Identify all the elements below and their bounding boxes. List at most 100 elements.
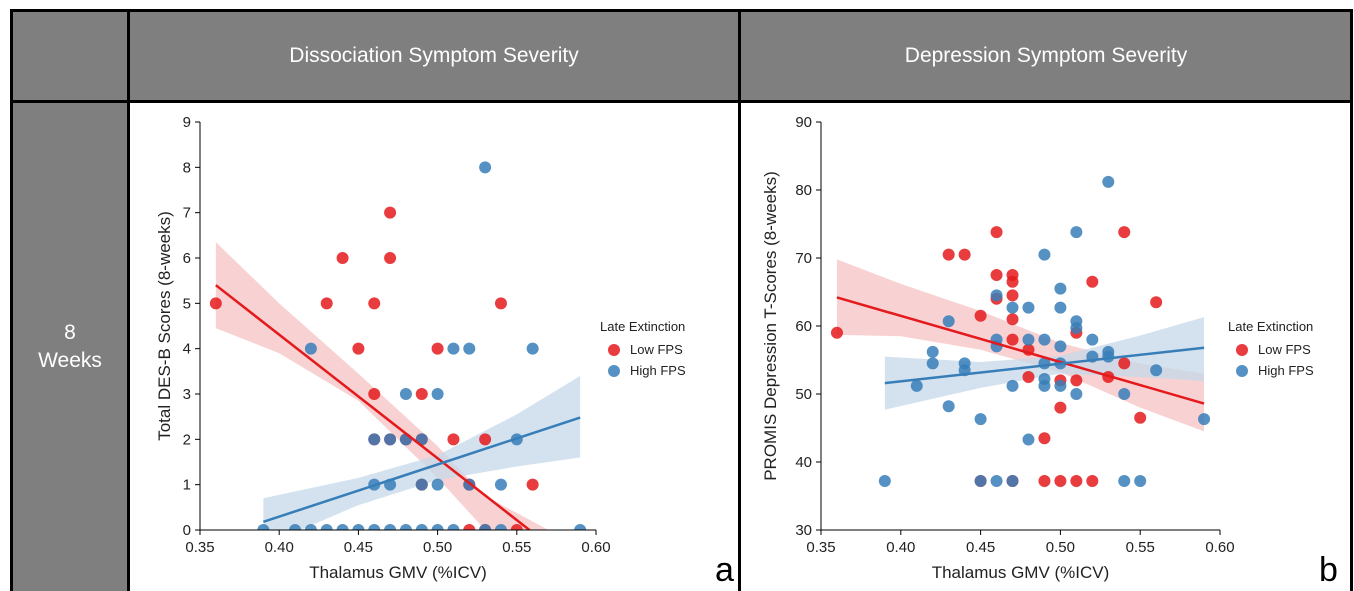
x-tick-label: 0.40 [265, 539, 294, 556]
table-border-header-bottom [10, 100, 1353, 103]
data-point [830, 326, 843, 339]
chart-dissociation: 0.35 0.40 0.45 0.50 0.55 0.60 0 1 2 3 4 5 6 7 8 9 Thalam… [155, 114, 734, 589]
data-point [384, 252, 397, 264]
y-tick-label: 5 [183, 295, 191, 312]
data-point [1006, 379, 1019, 392]
data-point [910, 379, 923, 392]
trend-line-low-fps [836, 296, 1205, 405]
data-point [320, 524, 333, 530]
data-point [304, 342, 317, 355]
data-point [1038, 248, 1051, 261]
y-tick-label: 30 [795, 522, 812, 539]
data-point [384, 524, 397, 530]
data-point [289, 524, 302, 530]
data-point [958, 248, 971, 261]
y-tick-label: 3 [183, 386, 191, 403]
data-point [352, 524, 365, 530]
data-point [1150, 296, 1163, 309]
data-point [574, 524, 587, 530]
data-point [1038, 333, 1051, 346]
y-tick-label: 1 [183, 477, 191, 494]
legend-marker-low-fps [1236, 344, 1248, 356]
y-tick-label: 8 [183, 159, 191, 176]
y-tick-label: 4 [183, 341, 191, 358]
data-point [1054, 379, 1067, 392]
data-point [942, 248, 955, 261]
legend-label-high-fps: High FPS [1258, 363, 1314, 378]
data-point [399, 524, 412, 530]
table-border-col1 [127, 9, 130, 591]
y-tick-label: 40 [795, 454, 812, 471]
legend-label-low-fps: Low FPS [1258, 342, 1311, 357]
data-point [1070, 322, 1083, 335]
data-point [399, 388, 412, 400]
panel-label: a [715, 551, 734, 589]
data-point [368, 433, 381, 446]
data-point [257, 524, 270, 530]
x-tick-label: 0.60 [1205, 539, 1234, 556]
data-point [304, 524, 317, 530]
legend-marker-high-fps [1236, 365, 1248, 377]
data-point [1054, 282, 1067, 295]
data-point [1006, 275, 1019, 288]
x-tick-label: 0.50 [423, 539, 452, 556]
legend-title: Late Extinction [1228, 319, 1313, 334]
data-point [447, 524, 460, 530]
data-point [1022, 301, 1035, 314]
data-point [447, 342, 460, 355]
x-tick-label: 0.40 [886, 539, 915, 556]
data-point [1118, 226, 1131, 239]
data-point [320, 297, 333, 310]
y-tick-label: 2 [183, 431, 191, 448]
data-point [1086, 333, 1099, 346]
row-label-unit: Weeks [38, 348, 102, 372]
data-point [926, 357, 939, 370]
data-point [368, 524, 381, 530]
data-point [1022, 371, 1035, 383]
data-point [1118, 388, 1131, 400]
y-tick-label: 50 [795, 386, 812, 403]
y-tick-label: 0 [183, 522, 191, 539]
data-point [526, 342, 539, 355]
data-point [1006, 333, 1019, 346]
data-point [494, 524, 507, 530]
data-point [447, 433, 460, 446]
chart-depression: 0.35 0.40 0.45 0.50 0.55 0.60 30 40 50 60 70 80 90 Th… [761, 114, 1338, 589]
data-point [1070, 374, 1083, 387]
x-tick-label: 0.45 [344, 539, 373, 556]
table-border-right [1350, 9, 1353, 591]
data-point [1006, 301, 1019, 314]
data-point [1086, 275, 1099, 288]
data-point [479, 524, 492, 530]
confidence-band-high-fps [263, 375, 581, 530]
data-point [510, 524, 523, 530]
data-point [494, 297, 507, 310]
table-corner-cell [12, 10, 128, 102]
data-point [431, 388, 444, 400]
data-point [1134, 475, 1147, 488]
y-tick-label: 90 [795, 114, 812, 131]
data-point [368, 297, 381, 310]
panel-label: b [1319, 551, 1338, 589]
table-border-left [10, 9, 13, 591]
data-point [384, 433, 397, 446]
trend-line-low-fps [215, 284, 531, 530]
data-point [1102, 350, 1115, 363]
data-point [336, 252, 349, 264]
data-point [1038, 432, 1051, 445]
data-point [368, 388, 381, 400]
data-point [1054, 401, 1067, 414]
data-point [479, 161, 492, 174]
data-point [415, 478, 428, 491]
data-point [1070, 475, 1083, 488]
x-axis-label: Thalamus GMV (%ICV) [309, 563, 487, 582]
data-point [1070, 388, 1083, 400]
trend-line-high-fps [262, 416, 581, 524]
x-tick-label: 0.55 [1126, 539, 1155, 556]
trend-line-high-fps [884, 346, 1205, 385]
data-point [431, 478, 444, 491]
data-point [209, 297, 222, 310]
data-point [1054, 340, 1067, 353]
data-point [1038, 475, 1051, 488]
y-tick-label: 60 [795, 318, 812, 335]
